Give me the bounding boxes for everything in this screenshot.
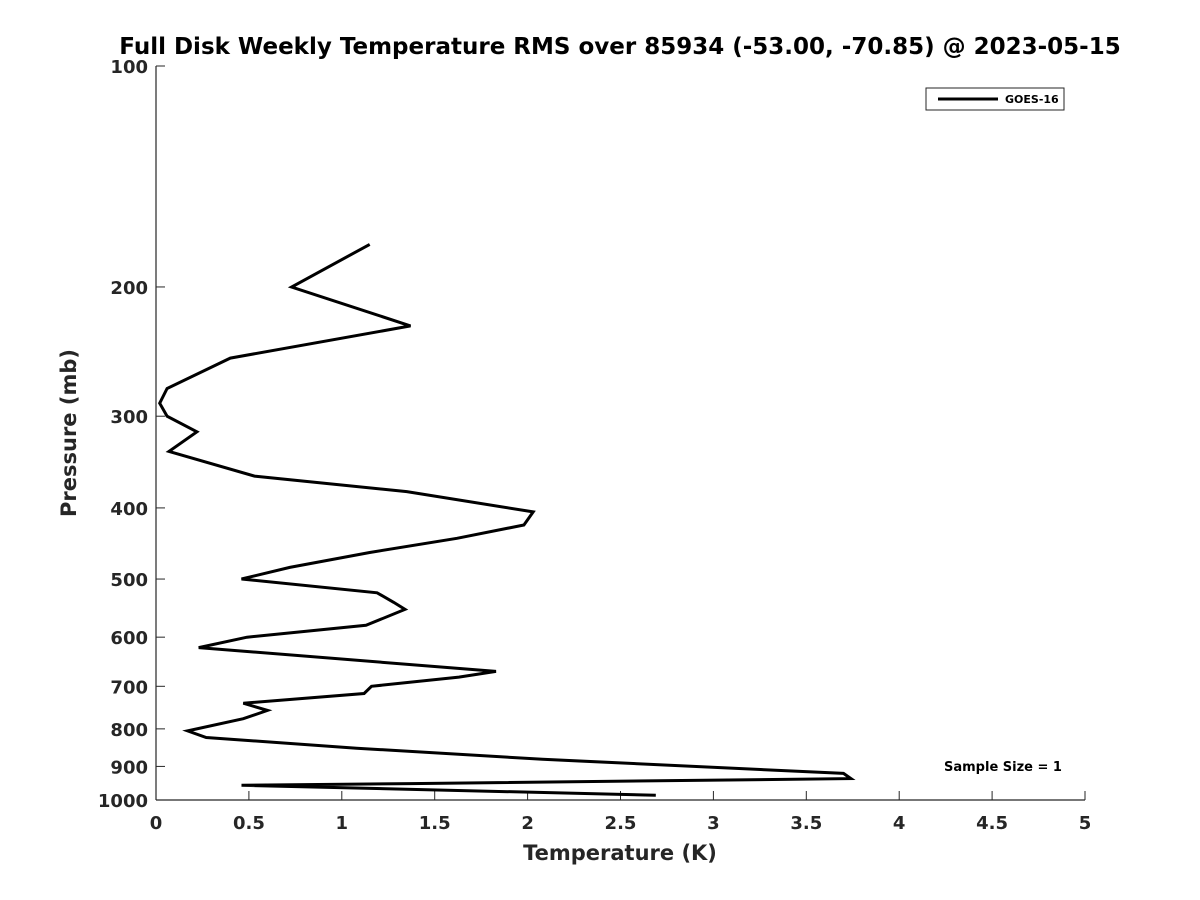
y-axis-label: Pressure (mb) xyxy=(57,349,81,517)
y-tick-label: 300 xyxy=(110,407,148,428)
x-tick-label: 4 xyxy=(893,813,906,834)
y-tick-label: 200 xyxy=(110,278,148,299)
series-layer xyxy=(157,243,856,797)
y-tick-label: 800 xyxy=(110,720,148,741)
y-tick-label: 600 xyxy=(110,628,148,649)
sample-size-annotation: Sample Size = 1 xyxy=(944,760,1062,775)
x-tick-label: 4.5 xyxy=(976,813,1008,834)
chart-title: Full Disk Weekly Temperature RMS over 85… xyxy=(119,34,1121,60)
legend: GOES-16 xyxy=(925,87,1065,111)
y-tick-label: 900 xyxy=(110,757,148,778)
y-tick-label: 400 xyxy=(110,499,148,520)
x-tick-label: 3 xyxy=(707,813,720,834)
x-axis-ticks: 0 0.5 1 1.5 2 2.5 3 3.5 4 4.5 5 xyxy=(150,791,1092,834)
y-tick-label: 100 xyxy=(110,57,148,78)
legend-label-goes-16: GOES-16 xyxy=(1005,93,1059,106)
x-tick-label: 2.5 xyxy=(605,813,637,834)
x-axis-label: Temperature (K) xyxy=(523,841,717,865)
y-tick-label: 700 xyxy=(110,677,148,698)
x-tick-label: 0 xyxy=(150,813,163,834)
plot-area xyxy=(155,66,1085,801)
y-axis-ticks: 100 200 300 400 500 600 700 800 900 1000 xyxy=(98,57,165,812)
y-tick-label: 500 xyxy=(110,570,148,591)
x-tick-label: 2 xyxy=(521,813,534,834)
x-tick-label: 0.5 xyxy=(233,813,265,834)
x-tick-label: 1 xyxy=(336,813,349,834)
series-line-goes-16 xyxy=(157,243,856,797)
x-tick-label: 5 xyxy=(1079,813,1092,834)
y-tick-label: 1000 xyxy=(98,791,148,812)
x-tick-label: 1.5 xyxy=(419,813,451,834)
x-tick-label: 3.5 xyxy=(790,813,822,834)
